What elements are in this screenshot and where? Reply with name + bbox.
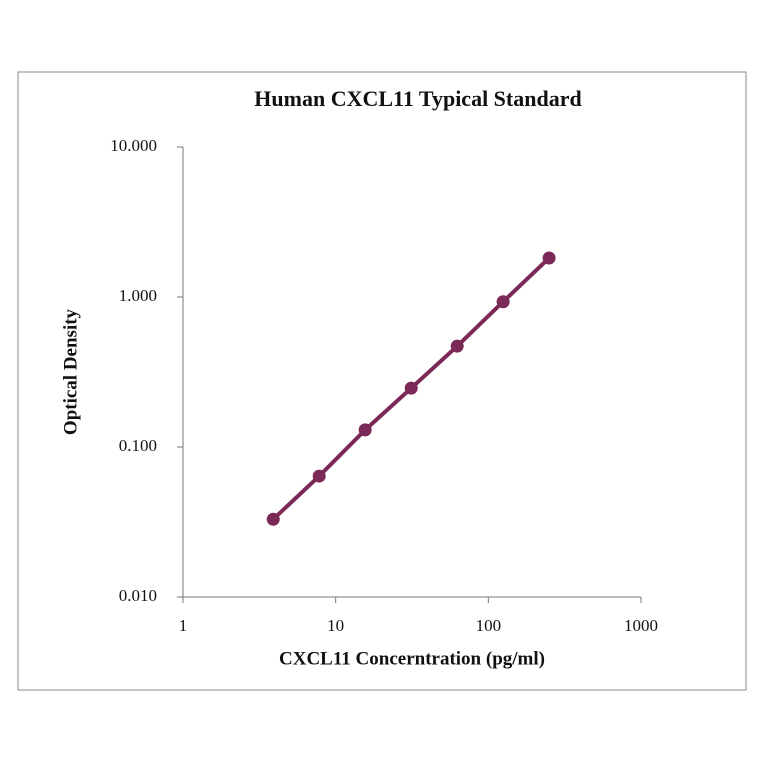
x-tick-label: 100 [476, 616, 502, 635]
y-tick-label: 0.010 [119, 586, 157, 605]
x-tick-label: 1 [179, 616, 188, 635]
y-tick-label: 10.000 [110, 136, 157, 155]
point [312, 469, 326, 483]
chart-title: Human CXCL11 Typical Standard [254, 86, 581, 111]
point [404, 381, 418, 395]
point [542, 251, 556, 265]
point [358, 423, 372, 437]
point [266, 512, 280, 526]
x-tick-label: 10 [327, 616, 344, 635]
y-tick-label: 0.100 [119, 436, 157, 455]
point [450, 339, 464, 353]
point [496, 295, 510, 309]
x-tick-label: 1000 [624, 616, 658, 635]
x-axis-label: CXCL11 Concerntration (pg/ml) [279, 648, 545, 669]
y-tick-label: 1.000 [119, 286, 157, 305]
frame [17, 71, 747, 691]
y-axis-label: Optical Density [60, 308, 81, 435]
